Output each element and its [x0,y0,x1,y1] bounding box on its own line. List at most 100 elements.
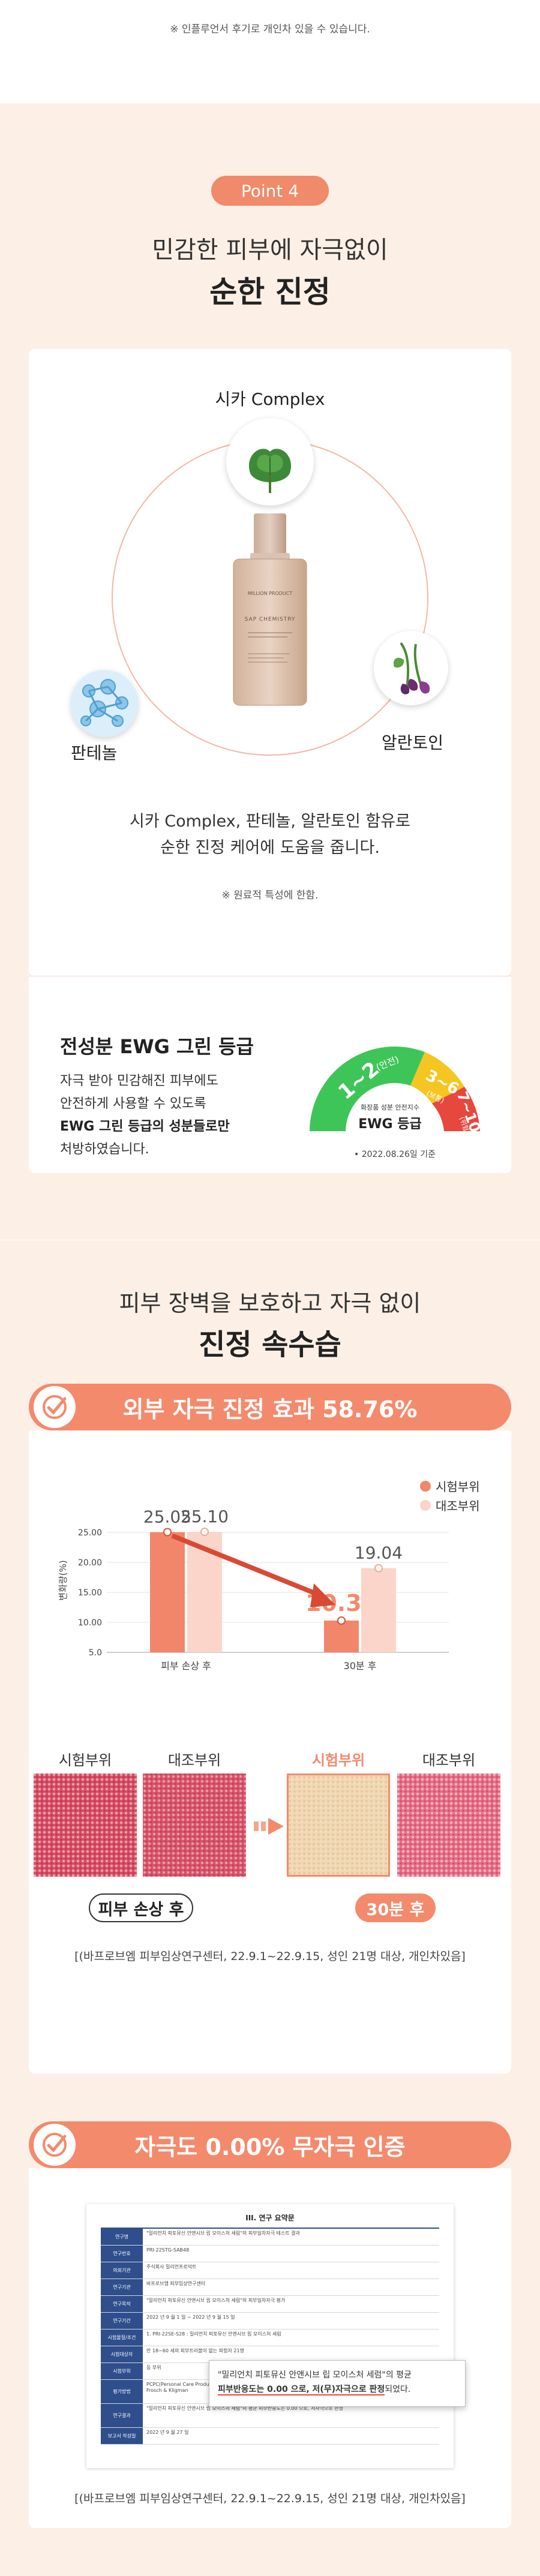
doc-row-key: 연구기간 [101,2313,143,2329]
doc-row-key: 시험부위 [101,2363,143,2379]
arrow-right-icon [254,1814,285,1841]
ewg-gauge: 1~2 (안전) 3~6 (보통) 7~10 (위험) 화장품 성분 안전지수 … [299,1014,491,1159]
ewg-desc-line3: EWG 그린 등급의 성분들로만 [60,1119,230,1134]
skin-label-1: 시험부위 [58,1752,112,1769]
chart-ytick-label: 5.0 [89,1648,102,1658]
panthenol-label: 판테놀 [71,743,118,763]
chart-ytick-label: 15.00 [78,1588,102,1598]
chart-ylabel: 변화량(%) [58,1560,68,1600]
doc-row-key: 연구번호 [101,2246,143,2262]
doc-row-key: 연구목적 [101,2296,143,2312]
skin-image-control-after [397,1774,500,1877]
doc-row: 연구목적 "밀리언치 피토뮤신 안앤시브 립 모이스처 세럼"의 피부일차자극 평… [101,2296,439,2313]
ewg-desc-line1: 자극 받아 민감해진 피부에도 [60,1074,218,1089]
doc-row: 연구기간 2022 년 9 월 1 일 ~ 2022 년 9 월 15 일 [101,2313,439,2329]
chart-point-marker [163,1528,172,1537]
soothing-chart-card: 시험부위 대조부위 변화량(%) 5.0 10.00 15.00 20.00 25.00… [29,1430,511,2073]
chart-ytick-label: 10.00 [78,1618,102,1628]
doc-callout-highlight: 피부반응도는 0.00 으로, 저(무)자극으로 판정 [218,2385,385,2395]
ewg-description: 자극 받아 민감해진 피부에도 안전하게 사용할 수 있도록 EWG 그린 등급… [60,1070,230,1161]
doc-row-value: 1. PRI-22SE-S28 : 밀리언치 피토뮤신 안앤시브 립 모이스처 … [146,2331,281,2337]
section-point4: Point 4 민감한 피부에 자극없이 순한 진정 시카 Complex [0,103,540,1240]
chart-xtick-label: 피부 손상 후 [161,1660,211,1672]
chart-arrow-head [310,1583,335,1607]
skin-label-4: 대조부위 [422,1752,476,1769]
ewg-card: 전성분 EWG 그린 등급 자극 받아 민감해진 피부에도 안전하게 사용할 수… [29,976,511,1173]
doc-row-key: 의뢰기관 [101,2262,143,2279]
zero-irritation-text: 자극도 0.00% 무자극 인증 [134,2133,406,2160]
doc-row: 연구결과 "밀리언치 피토뮤신 안앤시브 립 모이스처 세럼"의 평균 피부반응도… [101,2404,439,2428]
doc-row-key: 평가방법 [101,2380,143,2403]
chart-value-label: 25.05 [143,1508,191,1527]
chart-bar [324,1621,359,1652]
cica-label: 시카 Complex [215,389,325,409]
section-barrier: 피부 장벽을 보호하고 자극 없이 진정 속수습 외부 자극 진정 효과 58.… [0,1240,540,2576]
ewg-desc-line4: 처방하였습니다. [60,1142,149,1157]
check-icon [34,1386,76,1428]
panthenol-molecule-icon [71,670,138,737]
legend-control-label: 대조부위 [436,1499,480,1513]
doc-row-key: 연구결과 [101,2404,143,2427]
doc-row-key: 연구기관 [101,2279,143,2295]
chart-ytick-label: 20.00 [78,1558,102,1568]
doc-row-value: 2022 년 9 월 27 일 [146,2430,189,2435]
section2-headline-light: 피부 장벽을 보호하고 자극 없이 [119,1290,421,1316]
allantoin-plant-icon [374,631,448,705]
doc-row-value: "밀리언치 피토뮤신 안앤시브 립 모이스처 세럼"의 피부일차자극 테스트 결… [146,2231,300,2236]
doc-row-value: PRI-22STG-SAB48 [146,2247,190,2253]
soothing-effect-text: 외부 자극 진정 효과 58.76% [122,1396,418,1423]
section1-headline-light: 민감한 피부에 자극없이 [152,236,388,264]
doc-callout: "밀리언치 피토뮤신 안앤시브 립 모이스처 세럼"의 평균 피부반응도는 0.… [209,2360,466,2407]
doc-row-key: 시험물질/조건 [101,2329,143,2346]
ingredient-desc-line2: 순한 진정 케어에 도움을 줍니다. [160,838,380,857]
chart-value-label: 19.04 [355,1543,403,1563]
section1-headline-bold: 순한 진정 [209,275,331,309]
tag-after: 30분 후 [355,1893,436,1922]
skin-image-test-before [34,1774,137,1877]
chart-point-marker [374,1564,383,1573]
chart-bar [150,1532,185,1652]
chart-decrease-arrow [171,1533,325,1599]
doc-callout-line1: "밀리언치 피토뮤신 안앤시브 립 모이스처 세럼"의 평균 [218,2370,412,2380]
cica-leaf-icon [226,418,314,506]
chart-value-label: 25.10 [181,1508,229,1526]
certificate-card: III. 연구 요약문 연구명 "밀리언치 피토뮤신 안앤시브 립 모이스처 세럼… [29,2168,511,2528]
chart-ytick-label: 25.00 [78,1528,102,1538]
skin-image-test-after [287,1774,390,1877]
clinical-source-1: [(바프로브엠 피부임상연구센터, 22.9.1~22.9.15, 성인 21명… [74,1950,466,1963]
chart-xtick-label: 30분 후 [344,1660,377,1672]
doc-row: 보고서 작성일 2022 년 9 월 27 일 [101,2428,439,2445]
doc-row-value: 바프로브엠 피부임상연구센터 [146,2281,206,2286]
raw-material-note: ※ 원료적 특성에 한함. [221,889,319,901]
skin-label-2: 대조부위 [167,1752,221,1769]
bottle-product-name: SAP CHEMISTRY [244,617,296,623]
doc-row-value: 2022 년 9 월 1 일 ~ 2022 년 9 월 15 일 [146,2315,235,2320]
doc-row: 연구명 "밀리언치 피토뮤신 안앤시브 립 모이스처 세럼"의 피부일차자극 테스… [101,2229,439,2246]
doc-title: III. 연구 요약문 [245,2214,295,2222]
skin-label-3: 시험부위 [311,1752,365,1769]
legend-test: 시험부위 [420,1477,480,1495]
doc-row: 시험물질/조건 1. PRI-22SE-S28 : 밀리언치 피토뮤신 안앤시브 … [101,2329,439,2346]
point-badge: Point 4 [211,176,329,206]
doc-row-value: "밀리언치 피토뮤신 안앤시브 립 모이스처 세럼"의 피부일차자극 평가 [146,2298,286,2303]
chart-point-marker [200,1528,209,1536]
doc-row-key: 보고서 작성일 [101,2428,143,2444]
zero-irritation-banner: 자극도 0.00% 무자극 인증 [29,2121,511,2168]
bottle-brand: MILLION PRODUCT [247,591,293,596]
serum-bottle-image: MILLION PRODUCT SAP CHEMISTRY [230,510,310,708]
ewg-desc-line2: 안전하게 사용할 수 있도록 [60,1096,206,1111]
ingredient-description: 시카 Complex, 판테놀, 알란토인 함유로 순한 진정 케어에 도움을 … [29,808,511,861]
ingredient-card: 시카 Complex 판테놀 [29,349,511,976]
doc-row-key: 연구명 [101,2229,143,2245]
doc-row: 연구번호 PRI-22STG-SAB48 [101,2246,439,2262]
allantoin-label: 알란토인 [382,733,444,753]
doc-row-value: "밀리언치 피토뮤신 안앤시브 립 모이스처 세럼"의 평균 피부반응도는 0.… [146,2406,344,2411]
chart-point-marker [337,1616,346,1625]
section2-headline-bold: 진정 속수습 [199,1328,341,1361]
doc-callout-line2: 피부반응도는 0.00 으로, 저(무)자극으로 판정되었다. [218,2382,457,2397]
ingredient-desc-line1: 시카 Complex, 판테놀, 알란토인 함유로 [129,812,410,831]
skin-image-control-before [143,1774,246,1877]
gauge-date: • 2022.08.26일 기준 [354,1150,436,1159]
doc-row-value: 등 부위 [146,2365,161,2370]
